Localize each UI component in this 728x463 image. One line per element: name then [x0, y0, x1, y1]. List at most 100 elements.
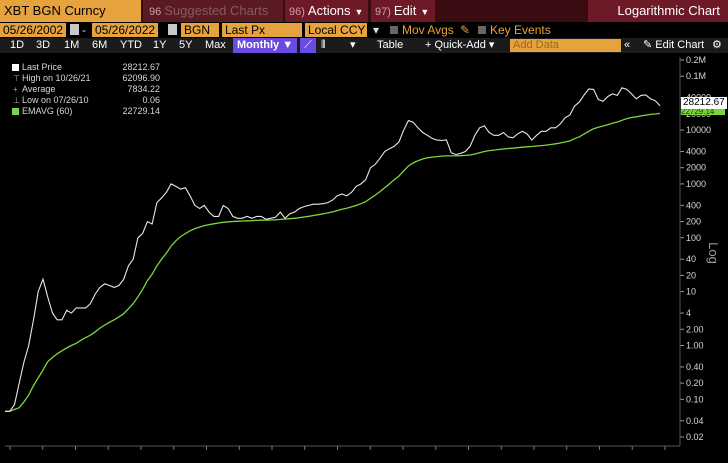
last-price-tag: 28212.67	[681, 97, 727, 109]
quick-add-label: + Quick-Add	[425, 39, 486, 51]
axis-scale-label: Log	[706, 242, 721, 264]
period-6m[interactable]: 6M	[92, 39, 108, 51]
y-tick-label: 100	[686, 233, 701, 243]
y-tick-label: 20	[686, 270, 696, 280]
frequency-label: Monthly	[237, 39, 280, 51]
legend-label: EMAVG (60)	[22, 106, 73, 116]
ema-series-line	[5, 112, 661, 412]
date-separator: -	[82, 23, 86, 37]
low-marker-icon: ⊥	[13, 96, 20, 105]
actions-label: Actions	[307, 3, 351, 18]
edit-chart-label: Edit Chart	[655, 39, 705, 51]
y-tick-label: 10000	[686, 125, 711, 135]
period-3d[interactable]: 3D	[36, 39, 51, 51]
legend-value: 22729.14	[122, 106, 160, 116]
legend-label: Last Price	[22, 62, 63, 72]
legend-row-low: ⊥ Low on 07/26/10 0.06	[12, 95, 160, 106]
legend-label: Low on 07/26/10	[22, 95, 89, 105]
suggested-charts-button[interactable]: 96 Suggested Charts	[143, 0, 283, 22]
y-tick-label: 400	[686, 200, 701, 210]
source-field[interactable]: BGN	[181, 23, 219, 37]
legend-row-ema[interactable]: EMAVG (60) 22729.14	[12, 106, 160, 117]
y-tick-label: 0.10	[686, 394, 704, 404]
legend-value: 0.06	[142, 95, 160, 105]
edit-menu[interactable]: 97) Edit ▼	[371, 0, 435, 22]
legend-label: High on 10/26/21	[22, 73, 91, 83]
style-dropdown-icon[interactable]: ▾	[350, 39, 356, 51]
ema-value-tag: 22729.14	[681, 109, 725, 115]
currency-dropdown-icon[interactable]: ▾	[373, 23, 380, 37]
pencil-icon: ✎	[643, 39, 653, 51]
currency-select[interactable]: Local CCY	[305, 23, 367, 37]
caret-down-icon: ▼	[282, 39, 294, 51]
end-date-field[interactable]: 05/26/2022	[92, 23, 159, 37]
y-tick-label: 2.00	[686, 324, 704, 334]
price-series-line	[5, 87, 661, 412]
y-tick-label: 0.1M	[686, 71, 706, 81]
y-tick-label: 0.02	[686, 432, 704, 442]
frequency-select[interactable]: Monthly ▼	[233, 38, 298, 53]
add-data-input[interactable]: Add Data	[510, 39, 621, 52]
price-field-select[interactable]: Last Px	[222, 23, 302, 37]
actions-number: 96)	[289, 6, 305, 18]
y-tick-label: 2000	[686, 163, 706, 173]
period-max[interactable]: Max	[205, 39, 226, 51]
table-button[interactable]: Table	[377, 39, 404, 51]
mov-avgs-label[interactable]: Mov Avgs	[402, 23, 454, 37]
edit-chart-button[interactable]: ✎ Edit Chart	[643, 38, 704, 53]
key-events-checkbox[interactable]	[478, 26, 486, 34]
legend-row-last-price[interactable]: Last Price 28212.67	[12, 62, 160, 73]
suggested-charts-number: 96	[149, 6, 162, 18]
y-tick-label: 4	[686, 308, 691, 318]
edit-label: Edit	[393, 3, 417, 18]
quick-add-button[interactable]: + Quick-Add ▾	[425, 38, 494, 53]
chart-type-label: Logarithmic Chart	[588, 0, 728, 22]
title-bar: XBT BGN Curncy 96 Suggested Charts 96) Act…	[0, 0, 728, 22]
ticker-text: XBT BGN Curncy	[4, 3, 106, 18]
ema-swatch	[12, 108, 19, 115]
period-1d[interactable]: 1D	[10, 39, 25, 51]
suggested-charts-label: Suggested Charts	[164, 3, 269, 18]
high-marker-icon: ⊤	[13, 74, 20, 83]
period-5y[interactable]: 5Y	[179, 39, 193, 51]
bar-style-icon[interactable]: ⫴	[321, 39, 326, 51]
ticker-field[interactable]: XBT BGN Curncy	[0, 0, 141, 22]
legend-value: 28212.67	[122, 62, 160, 72]
x-axis-ticks	[9, 446, 666, 450]
y-tick-label: 0.2M	[686, 55, 706, 65]
y-tick-label: 10	[686, 287, 696, 297]
calendar-icon[interactable]	[70, 24, 79, 35]
actions-menu[interactable]: 96) Actions ▼	[285, 0, 368, 22]
period-1m[interactable]: 1M	[64, 39, 80, 51]
mov-avgs-checkbox[interactable]	[390, 26, 398, 34]
y-tick-label: 4000	[686, 147, 706, 157]
legend-row-high: ⊤ High on 10/26/21 62096.90	[12, 73, 160, 84]
chart-legend: Last Price 28212.67 ⊤ High on 10/26/21 6…	[12, 62, 160, 117]
period-toolbar: 1D 3D 1M 6M YTD 1Y 5Y Max Monthly ▼ ⟋ ⫴ …	[0, 38, 728, 53]
y-tick-label: 1.00	[686, 340, 704, 350]
pencil-icon[interactable]: ✎	[460, 23, 471, 37]
period-1y[interactable]: 1Y	[153, 39, 167, 51]
y-tick-label: 0.20	[686, 378, 704, 388]
legend-row-average: + Average 7834.22	[12, 84, 160, 95]
y-tick-label: 0.04	[686, 416, 704, 426]
calendar-icon[interactable]	[168, 24, 177, 35]
legend-value: 7834.22	[127, 84, 160, 94]
start-date-field[interactable]: 05/26/2002	[0, 23, 67, 37]
settings-gear-icon[interactable]: ⚙	[712, 39, 722, 51]
collapse-icon[interactable]: «	[624, 39, 631, 51]
caret-down-icon: ▼	[420, 7, 430, 17]
parameter-bar: 05/26/2002 - 05/26/2022 BGN Last Px Loca…	[0, 22, 728, 38]
period-ytd[interactable]: YTD	[120, 39, 142, 51]
last-price-swatch	[12, 64, 19, 71]
key-events-label[interactable]: Key Events	[490, 23, 551, 37]
caret-down-icon: ▼	[354, 7, 364, 17]
y-tick-label: 200	[686, 217, 701, 227]
line-chart-icon[interactable]: ⟋	[300, 38, 316, 53]
y-tick-label: 40	[686, 254, 696, 264]
average-marker-icon: +	[13, 85, 18, 94]
y-tick-label: 0.40	[686, 362, 704, 372]
legend-label: Average	[22, 84, 56, 94]
y-tick-label: 1000	[686, 179, 706, 189]
